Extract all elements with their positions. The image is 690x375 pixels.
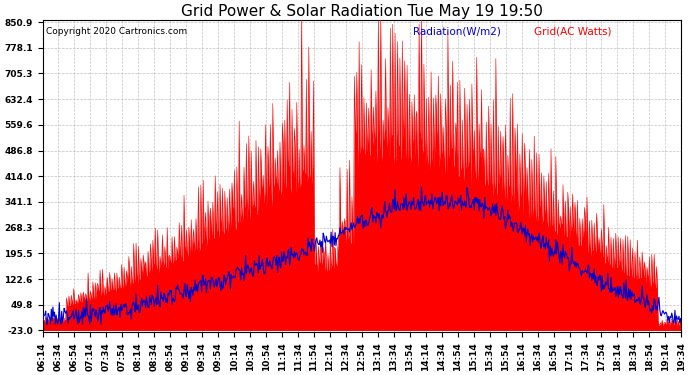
- Title: Grid Power & Solar Radiation Tue May 19 19:50: Grid Power & Solar Radiation Tue May 19 …: [181, 4, 543, 19]
- Text: Radiation(W/m2): Radiation(W/m2): [413, 27, 501, 37]
- Text: Copyright 2020 Cartronics.com: Copyright 2020 Cartronics.com: [46, 27, 187, 36]
- Text: Grid(AC Watts): Grid(AC Watts): [534, 27, 612, 37]
